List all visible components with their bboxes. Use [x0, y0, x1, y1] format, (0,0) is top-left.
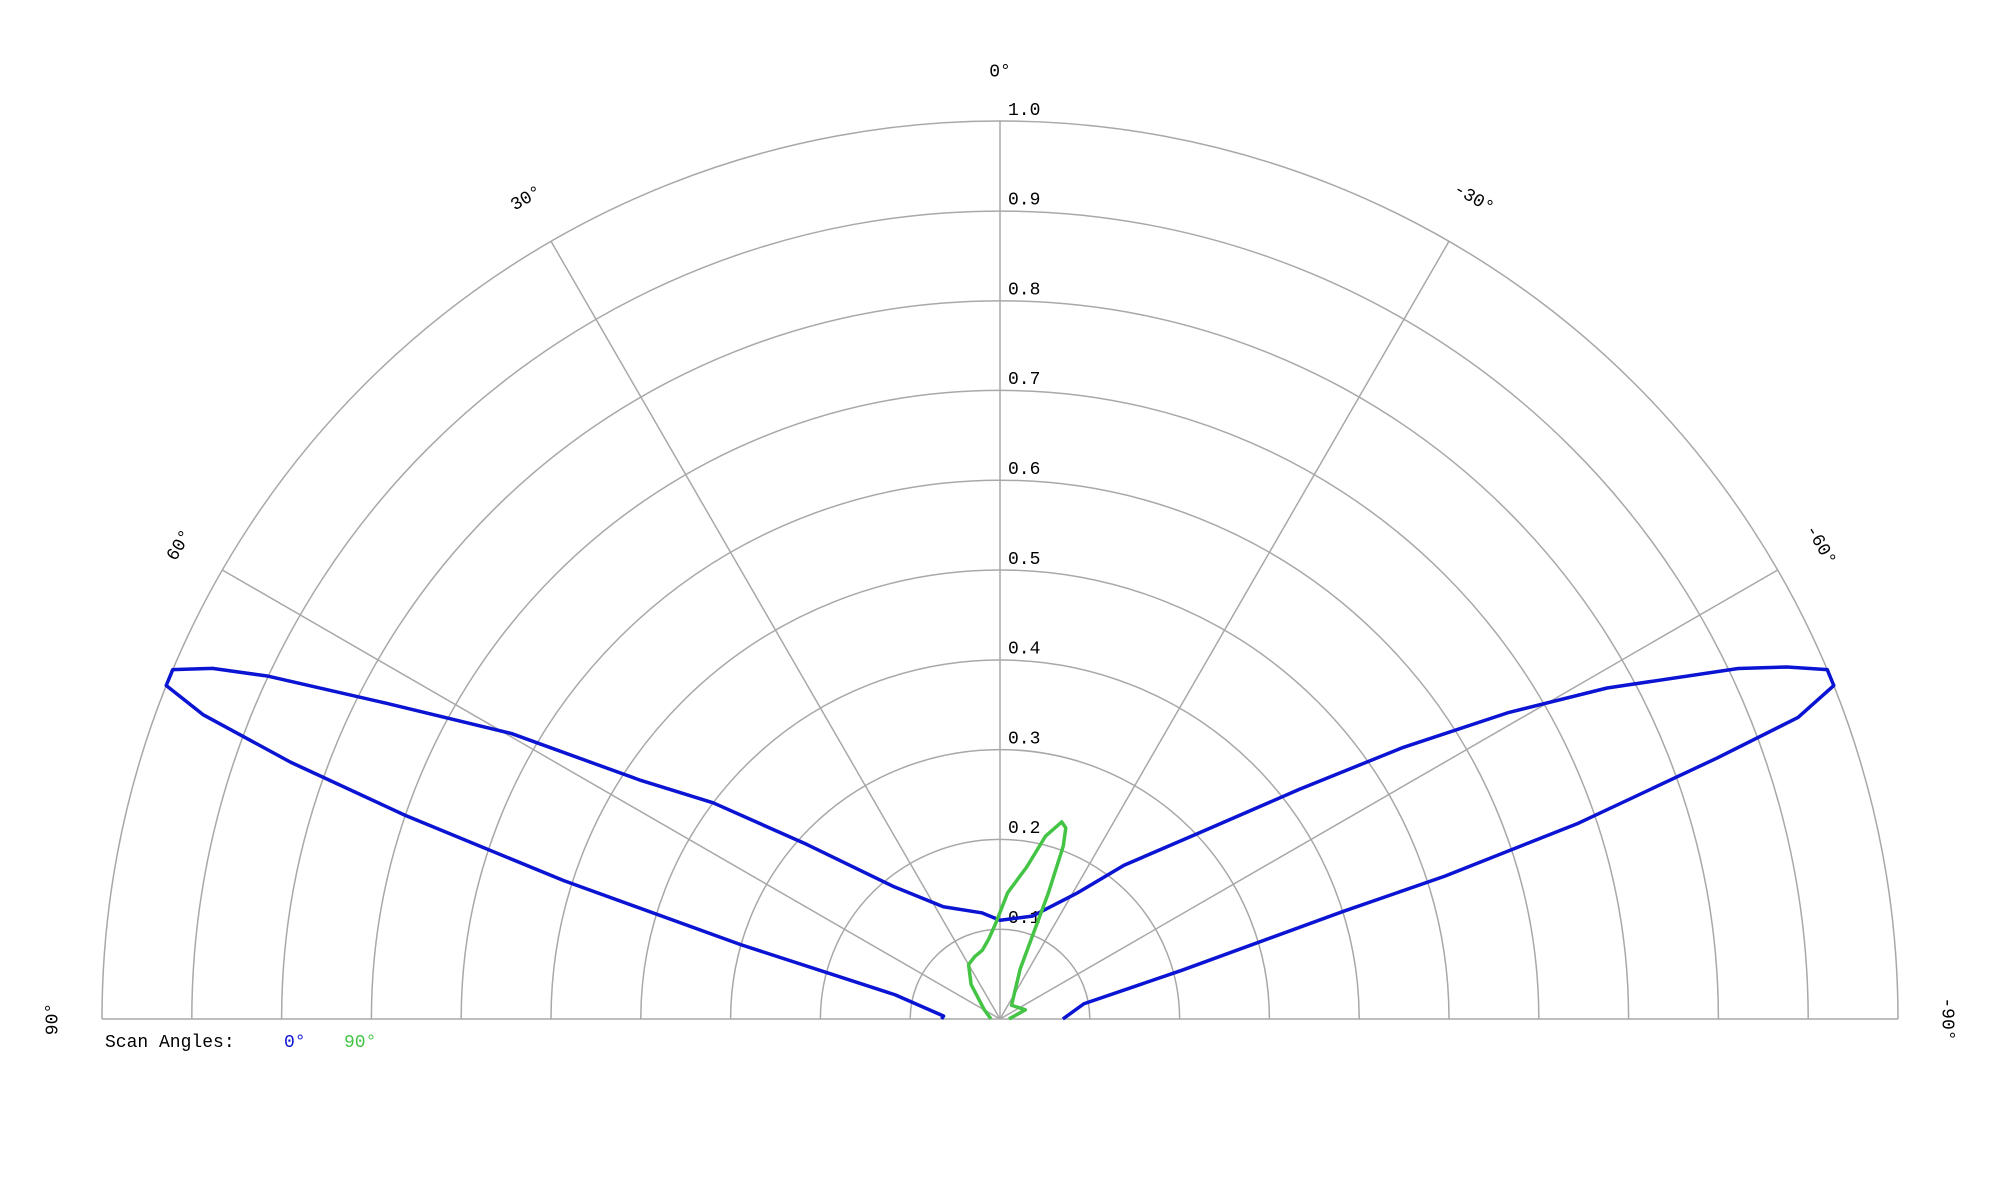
r-tick-label: 0.7	[1008, 370, 1040, 390]
theta-tick-label: 0°	[989, 62, 1011, 82]
r-tick-label: 0.6	[1008, 460, 1040, 480]
r-tick-label: 0.4	[1008, 640, 1040, 660]
grid-spoke	[550, 240, 1001, 1020]
theta-tick-label: -30°	[1450, 180, 1497, 219]
r-tick-label: 0.2	[1008, 819, 1040, 839]
theta-tick-label: -60°	[1800, 522, 1839, 569]
legend-entry: 90°	[344, 1033, 376, 1053]
theta-tick-label: 60°	[163, 527, 197, 565]
grid-spoke	[999, 240, 1450, 1020]
theta-tick-label: 30°	[508, 182, 546, 216]
series-line	[164, 665, 1836, 1021]
r-tick-label: 1.0	[1008, 101, 1040, 121]
r-tick-label: 0.9	[1008, 191, 1040, 211]
theta-tick-label: 90°	[43, 1003, 63, 1035]
r-tick-label: 0.3	[1008, 729, 1040, 749]
legend-title: Scan Angles:	[105, 1033, 235, 1053]
grid-spoke	[221, 569, 1001, 1020]
r-tick-label: 0.1	[1008, 909, 1040, 929]
grid-spoke	[999, 569, 1779, 1020]
series-line	[966, 820, 1068, 1021]
legend-entry: 0°	[284, 1033, 306, 1053]
r-tick-label: 0.5	[1008, 550, 1040, 570]
r-tick-label: 0.8	[1008, 280, 1040, 300]
theta-tick-label: -90°	[1937, 997, 1957, 1040]
